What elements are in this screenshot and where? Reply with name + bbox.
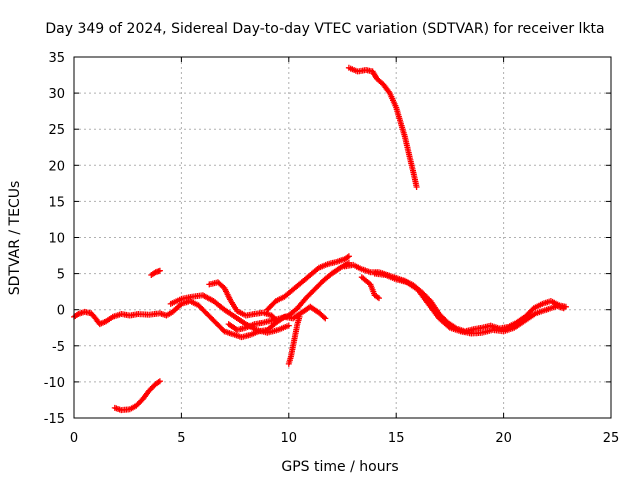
data-point-markers [225,259,352,333]
data-point-markers [264,253,352,313]
y-tick-label: 10 [48,232,65,247]
grid [74,57,611,418]
data-point-markers [71,298,329,341]
x-tick-label: 0 [70,431,78,446]
data-point-markers [358,274,382,302]
data-point-markers [285,313,303,367]
y-tick-label: -10 [44,376,65,391]
y-axis: -15 -10 -5 0 5 10 15 20 25 30 35 [44,51,611,427]
data-point-markers [345,64,420,190]
x-tick-label: 15 [388,431,405,446]
series-track-1 [71,298,329,341]
y-tick-label: 15 [48,195,65,210]
series-track-4 [225,259,352,333]
x-tick-label: 5 [177,431,185,446]
series-track-5 [264,253,352,313]
y-tick-label: -15 [44,412,65,427]
y-tick-label: 5 [57,268,65,283]
data-point-markers [111,378,163,414]
series-track-3 [206,279,279,323]
y-tick-label: -5 [52,340,65,355]
y-tick-label: 35 [48,51,65,66]
series-track-12 [148,267,163,278]
series-track-8 [358,274,382,302]
y-tick-label: 25 [48,123,65,138]
series-track-11 [111,378,163,414]
chart-title: Day 349 of 2024, Sidereal Day-to-day VTE… [45,21,604,37]
series-track-9 [371,270,567,337]
data-point-markers [371,270,567,337]
series-track-10 [345,64,420,190]
data-point-markers [206,279,279,323]
x-tick-label: 20 [495,431,512,446]
y-axis-label: SDTVAR / TECUs [7,181,23,296]
y-tick-label: 30 [48,87,65,102]
data-marks [71,64,569,414]
x-axis: 0 5 10 15 20 25 [70,57,619,446]
x-tick-label: 25 [603,431,620,446]
x-axis-label: GPS time / hours [281,459,398,475]
x-tick-label: 10 [281,431,298,446]
series-track-6 [285,313,303,367]
y-tick-label: 0 [57,304,65,319]
data-point-markers [148,267,163,278]
y-tick-label: 20 [48,159,65,174]
